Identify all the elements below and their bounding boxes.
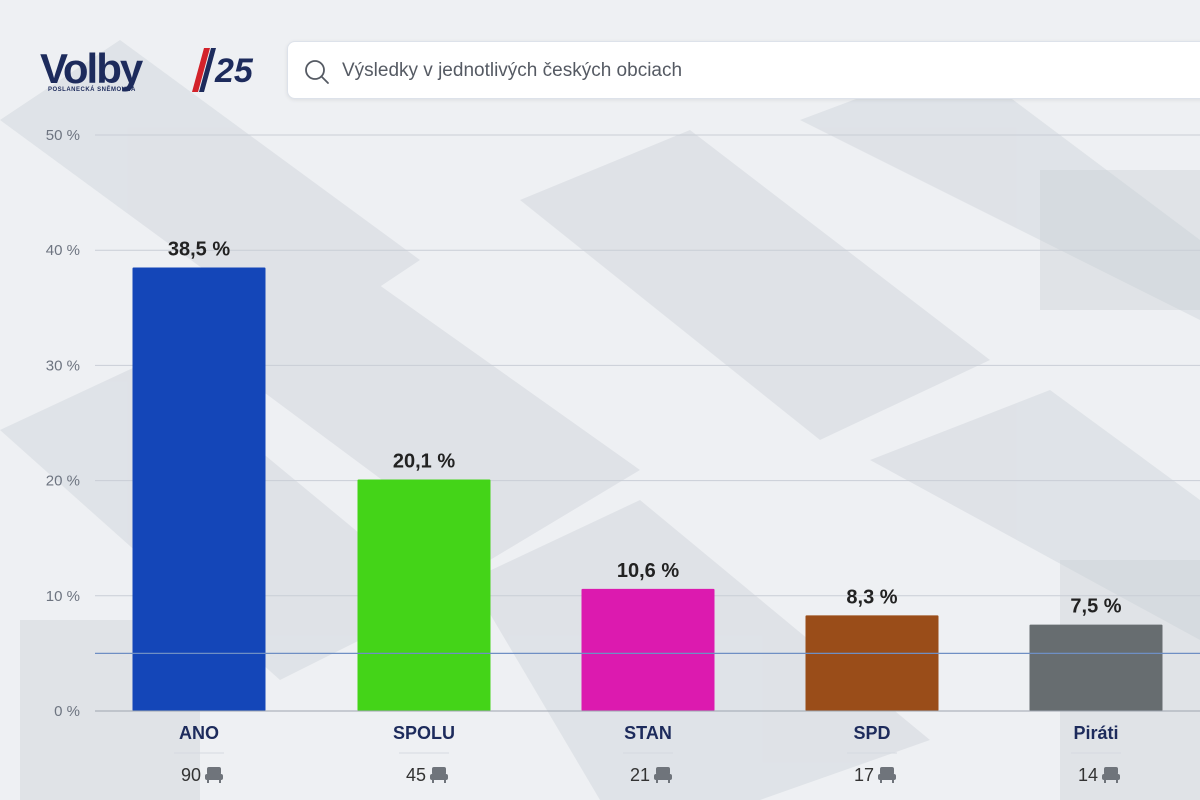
bar[interactable] — [1029, 624, 1163, 711]
logo-slash-icon — [192, 48, 216, 92]
bar-group-ano[interactable]: 38,5 % ANO 90 — [132, 238, 266, 785]
party-label[interactable]: STAN — [624, 723, 672, 743]
bar[interactable] — [581, 588, 715, 711]
seat-icon — [1102, 767, 1120, 783]
seat-count: 21 — [630, 765, 650, 785]
y-tick-label: 10 % — [46, 588, 80, 605]
y-tick-label: 30 % — [46, 357, 80, 374]
party-label[interactable]: Piráti — [1073, 723, 1118, 743]
logo-subtitle: POSLANECKÁ SNĚMOVNA — [48, 87, 136, 93]
seat-count: 14 — [1078, 765, 1098, 785]
bar[interactable] — [132, 267, 266, 711]
seat-count: 90 — [181, 765, 201, 785]
seat-icon — [878, 767, 896, 783]
party-label[interactable]: SPOLU — [393, 723, 455, 743]
volby-logo[interactable]: Volby 25 POSLANECKÁ SNĚMOVNA — [40, 44, 255, 100]
results-bar-chart: 0 % 10 % 20 % 30 % 40 % 50 % 38,5 % ANO 90 20,1 %… — [46, 127, 1200, 785]
seat-icon — [654, 767, 672, 783]
seat-icon — [205, 767, 223, 783]
bar-group-stan[interactable]: 10,6 % STAN 21 — [581, 560, 715, 785]
y-tick-label: 0 % — [54, 703, 80, 720]
bar-group-spolu[interactable]: 20,1 % SPOLU 45 — [357, 450, 491, 785]
seat-count: 45 — [406, 765, 426, 785]
seat-count: 17 — [854, 765, 874, 785]
search-input[interactable] — [340, 42, 1200, 100]
party-label[interactable]: SPD — [853, 723, 890, 743]
value-label: 8,3 % — [846, 586, 897, 608]
party-label[interactable]: ANO — [179, 723, 219, 743]
y-tick-label: 40 % — [46, 242, 80, 259]
value-label: 10,6 % — [617, 560, 679, 582]
y-tick-label: 50 % — [46, 127, 80, 144]
bar-group-spd[interactable]: 8,3 % SPD 17 — [805, 586, 939, 785]
value-label: 7,5 % — [1070, 596, 1121, 618]
search-box[interactable] — [287, 41, 1200, 100]
search-icon — [305, 60, 329, 84]
value-label: 38,5 % — [168, 238, 230, 260]
bar[interactable] — [357, 479, 491, 711]
y-tick-label: 20 % — [46, 473, 80, 490]
logo-word: Volby — [40, 45, 143, 92]
seat-icon — [430, 767, 448, 783]
bar-group-piráti[interactable]: 7,5 % Piráti 14 — [1029, 596, 1163, 785]
value-label: 20,1 % — [393, 450, 455, 472]
bar[interactable] — [805, 615, 939, 711]
logo-number: 25 — [215, 52, 253, 90]
